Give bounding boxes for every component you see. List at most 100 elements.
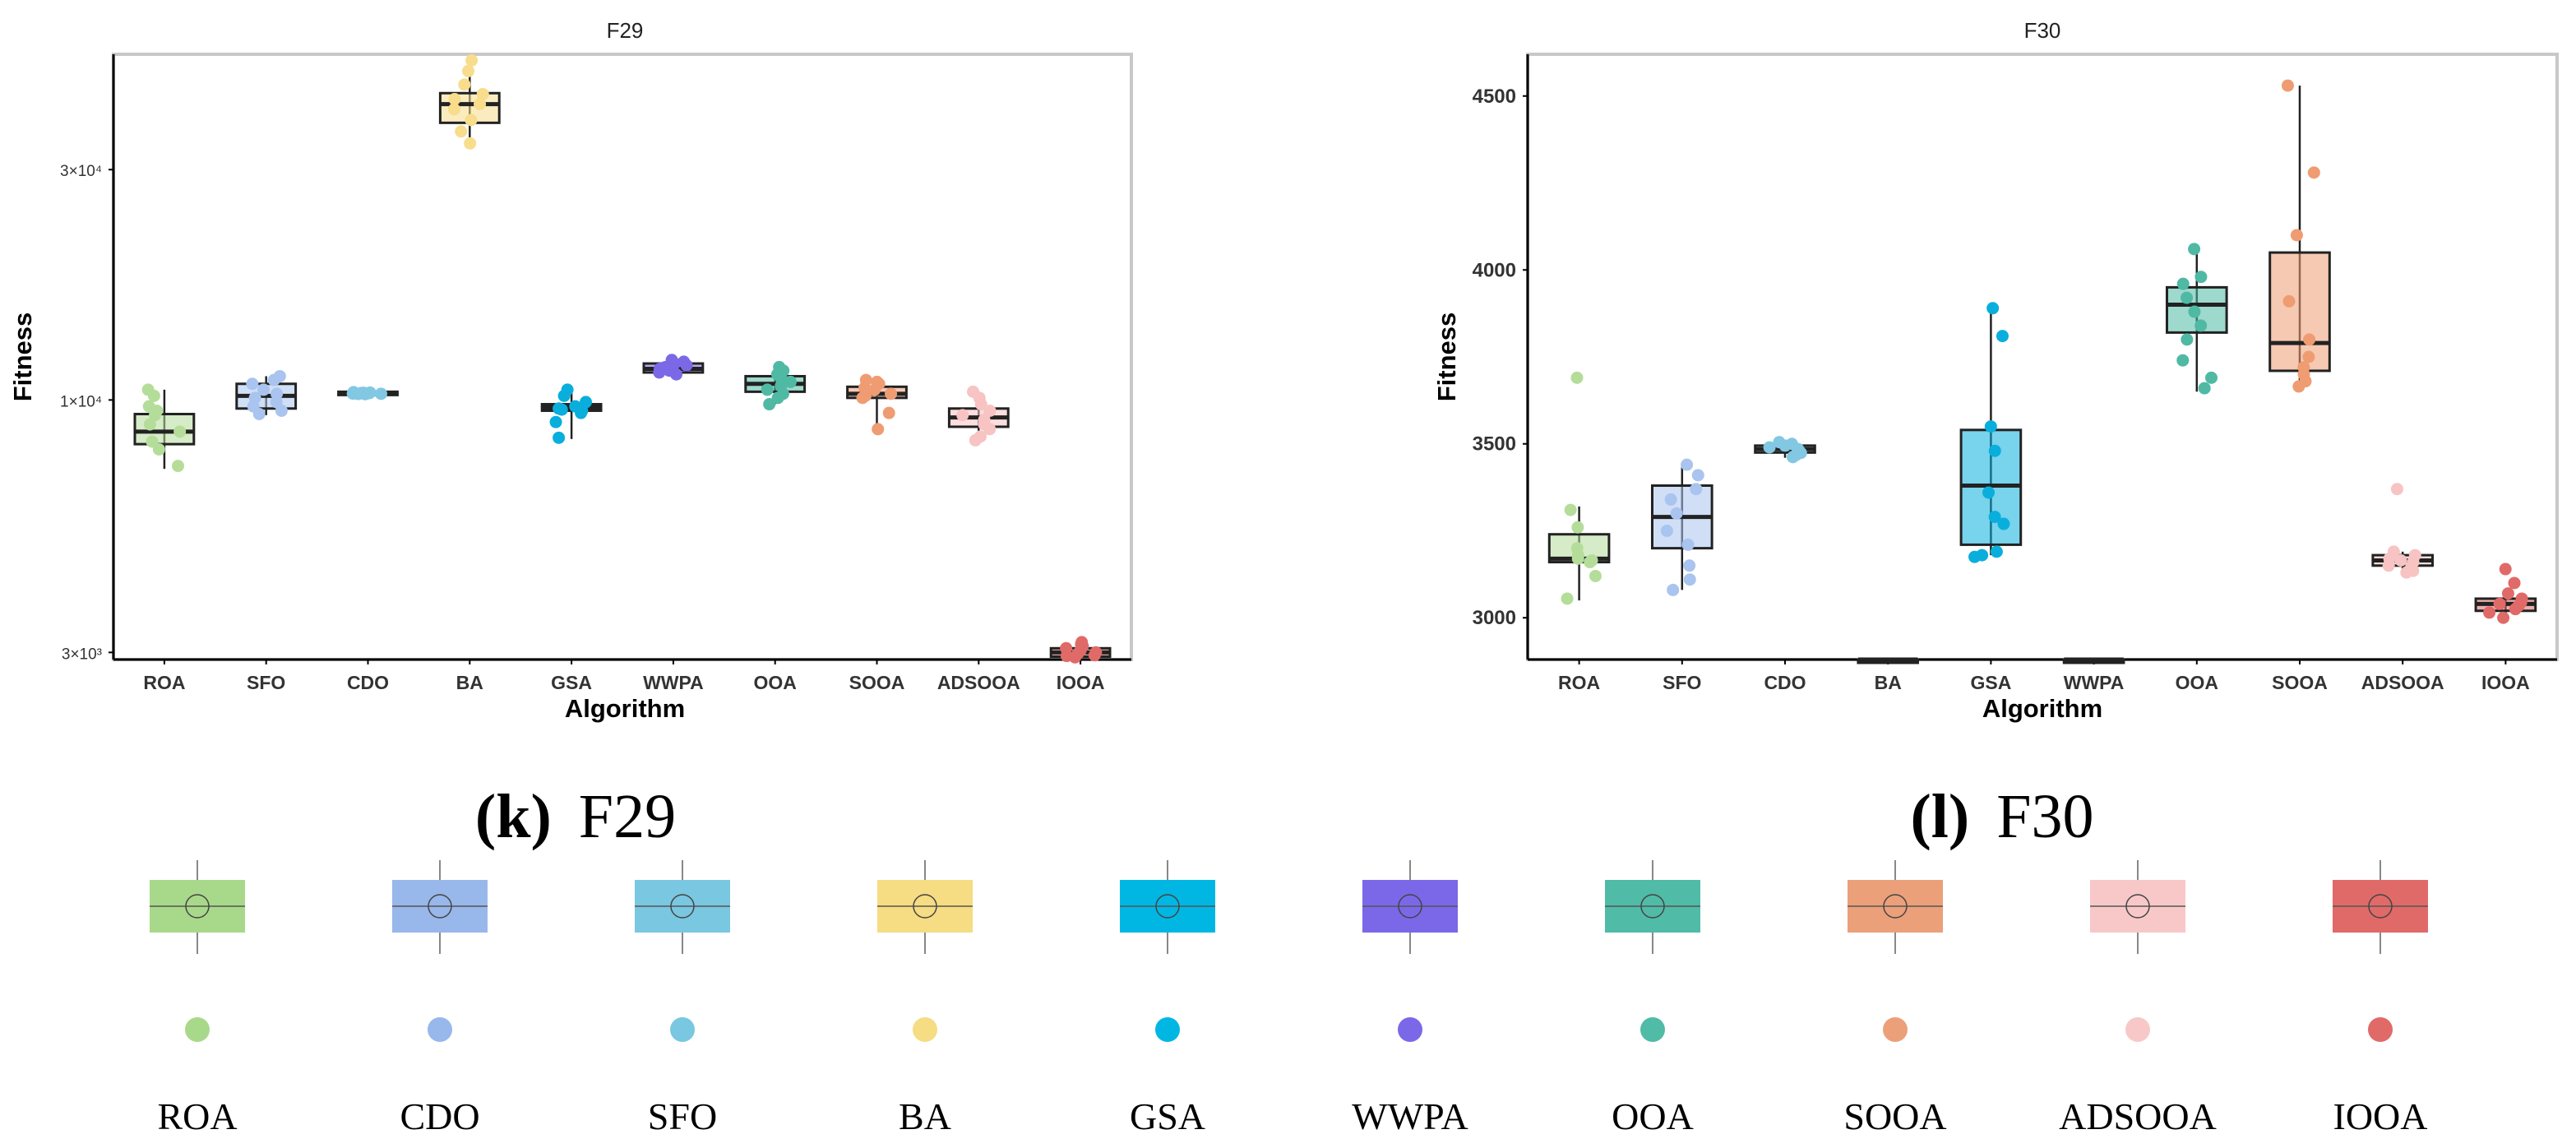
legend-item-sooa: SOOA <box>1843 860 1947 1137</box>
data-point <box>2188 305 2201 318</box>
data-point <box>983 404 997 417</box>
legend-mean-circle <box>913 894 937 919</box>
data-point <box>2181 291 2194 304</box>
data-point <box>2493 597 2506 610</box>
legend: ROA CDO SFO BA GSA WWPA OOA SOOA ADSOOA IOOA <box>150 860 2428 1137</box>
x-tick-label: GSA <box>551 672 592 693</box>
data-point <box>465 53 479 67</box>
data-point <box>575 406 588 419</box>
data-point <box>670 368 683 381</box>
x-tick-label: SOOA <box>2272 672 2328 693</box>
legend-point <box>428 1017 452 1042</box>
data-point <box>2508 576 2521 590</box>
y-tick-label: 3500 <box>1473 433 1516 456</box>
data-point <box>868 383 881 396</box>
y-axis-title: Fitness <box>1432 312 1461 402</box>
data-point <box>474 98 487 111</box>
legend-point <box>2125 1017 2150 1042</box>
x-tick-label: ADSOOA <box>937 672 1020 693</box>
data-point <box>2509 603 2522 616</box>
data-point <box>983 423 997 436</box>
data-point <box>455 125 468 138</box>
legend-label: BA <box>899 1095 951 1137</box>
legend-point <box>1155 1017 1180 1042</box>
data-point <box>1997 517 2010 530</box>
data-point <box>1683 573 1696 586</box>
x-axis-title: Algorithm <box>565 694 685 723</box>
series-roa: ROA <box>133 383 196 693</box>
box <box>2268 251 2331 373</box>
data-point <box>2282 294 2296 308</box>
data-point <box>1088 649 1101 662</box>
legend-label: ADSOOA <box>2059 1095 2217 1137</box>
data-point <box>458 78 471 91</box>
legend-point <box>1883 1017 1908 1042</box>
y-tick-label: 3×10⁴ <box>60 163 102 180</box>
legend-point <box>185 1017 210 1042</box>
x-tick-label: ADSOOA <box>2361 672 2444 693</box>
data-point <box>1787 451 1800 464</box>
data-point <box>2483 606 2496 619</box>
data-point <box>872 423 885 436</box>
data-point <box>2394 553 2407 567</box>
data-point <box>2501 587 2514 600</box>
x-tick-label: WWPA <box>643 672 704 693</box>
data-point <box>763 398 776 411</box>
data-point <box>1763 441 1776 454</box>
legend-item-ba: BA <box>877 860 973 1137</box>
legend-label: WWPA <box>1352 1095 1468 1137</box>
legend-label: IOOA <box>2333 1095 2428 1137</box>
data-point <box>1069 650 1082 664</box>
data-point <box>1990 545 2003 558</box>
data-point <box>1778 439 1792 452</box>
data-point <box>2198 382 2211 395</box>
series-sooa: SOOA <box>846 373 908 693</box>
chart-title: F30 <box>2024 18 2061 43</box>
data-point <box>969 433 982 447</box>
caption-f30: (l) F30 <box>1910 782 2093 851</box>
x-tick-label: IOOA <box>1057 672 1105 693</box>
data-point <box>2382 559 2395 572</box>
legend-item-wwpa: WWPA <box>1352 860 1468 1137</box>
x-tick-label: ROA <box>143 672 185 693</box>
chart-title: F29 <box>607 18 644 43</box>
panel-f30: F30 3000 3500 4000 4500 Fitness Algorithm ROA SF… <box>1432 18 2559 723</box>
data-point <box>2188 243 2201 256</box>
data-point <box>149 409 162 422</box>
x-tick-label: OOA <box>2176 672 2218 693</box>
data-point <box>464 137 477 150</box>
legend-item-adsooa: ADSOOA <box>2059 860 2217 1137</box>
legend-item-sfo: SFO <box>635 860 730 1137</box>
data-point <box>549 415 562 428</box>
legend-mean-circle <box>185 894 210 919</box>
x-tick-label: BA <box>456 672 483 693</box>
legend-item-roa: ROA <box>150 860 245 1137</box>
series-adsooa: ADSOOA <box>2361 483 2444 693</box>
data-point <box>1584 556 1597 569</box>
data-point <box>1996 330 2009 343</box>
data-point <box>1589 569 1602 582</box>
legend-mean-circle <box>1398 894 1422 919</box>
data-point <box>1691 469 1704 482</box>
data-point <box>173 425 187 438</box>
series-wwpa: WWPA <box>2062 657 2125 693</box>
data-point <box>2176 277 2190 290</box>
legend-mean-circle <box>1883 894 1908 919</box>
legend-label: CDO <box>400 1095 479 1137</box>
data-point <box>143 418 156 431</box>
data-point <box>1986 302 2000 315</box>
legend-item-iooa: IOOA <box>2333 860 2428 1137</box>
data-point <box>1681 538 1695 551</box>
data-point <box>2400 566 2413 579</box>
legend-label: OOA <box>1612 1095 1694 1137</box>
y-tick-label: 4500 <box>1473 86 1516 108</box>
series-sfo: SFO <box>1650 458 1713 693</box>
data-point <box>1690 483 1703 496</box>
series-adsooa: ADSOOA <box>937 385 1020 693</box>
legend-mean-circle <box>428 894 452 919</box>
data-point <box>462 64 475 77</box>
caption-f29-letter: (k) <box>475 782 552 851</box>
data-point <box>2497 611 2510 624</box>
x-tick-label: GSA <box>1970 672 2011 693</box>
data-point <box>856 391 869 405</box>
